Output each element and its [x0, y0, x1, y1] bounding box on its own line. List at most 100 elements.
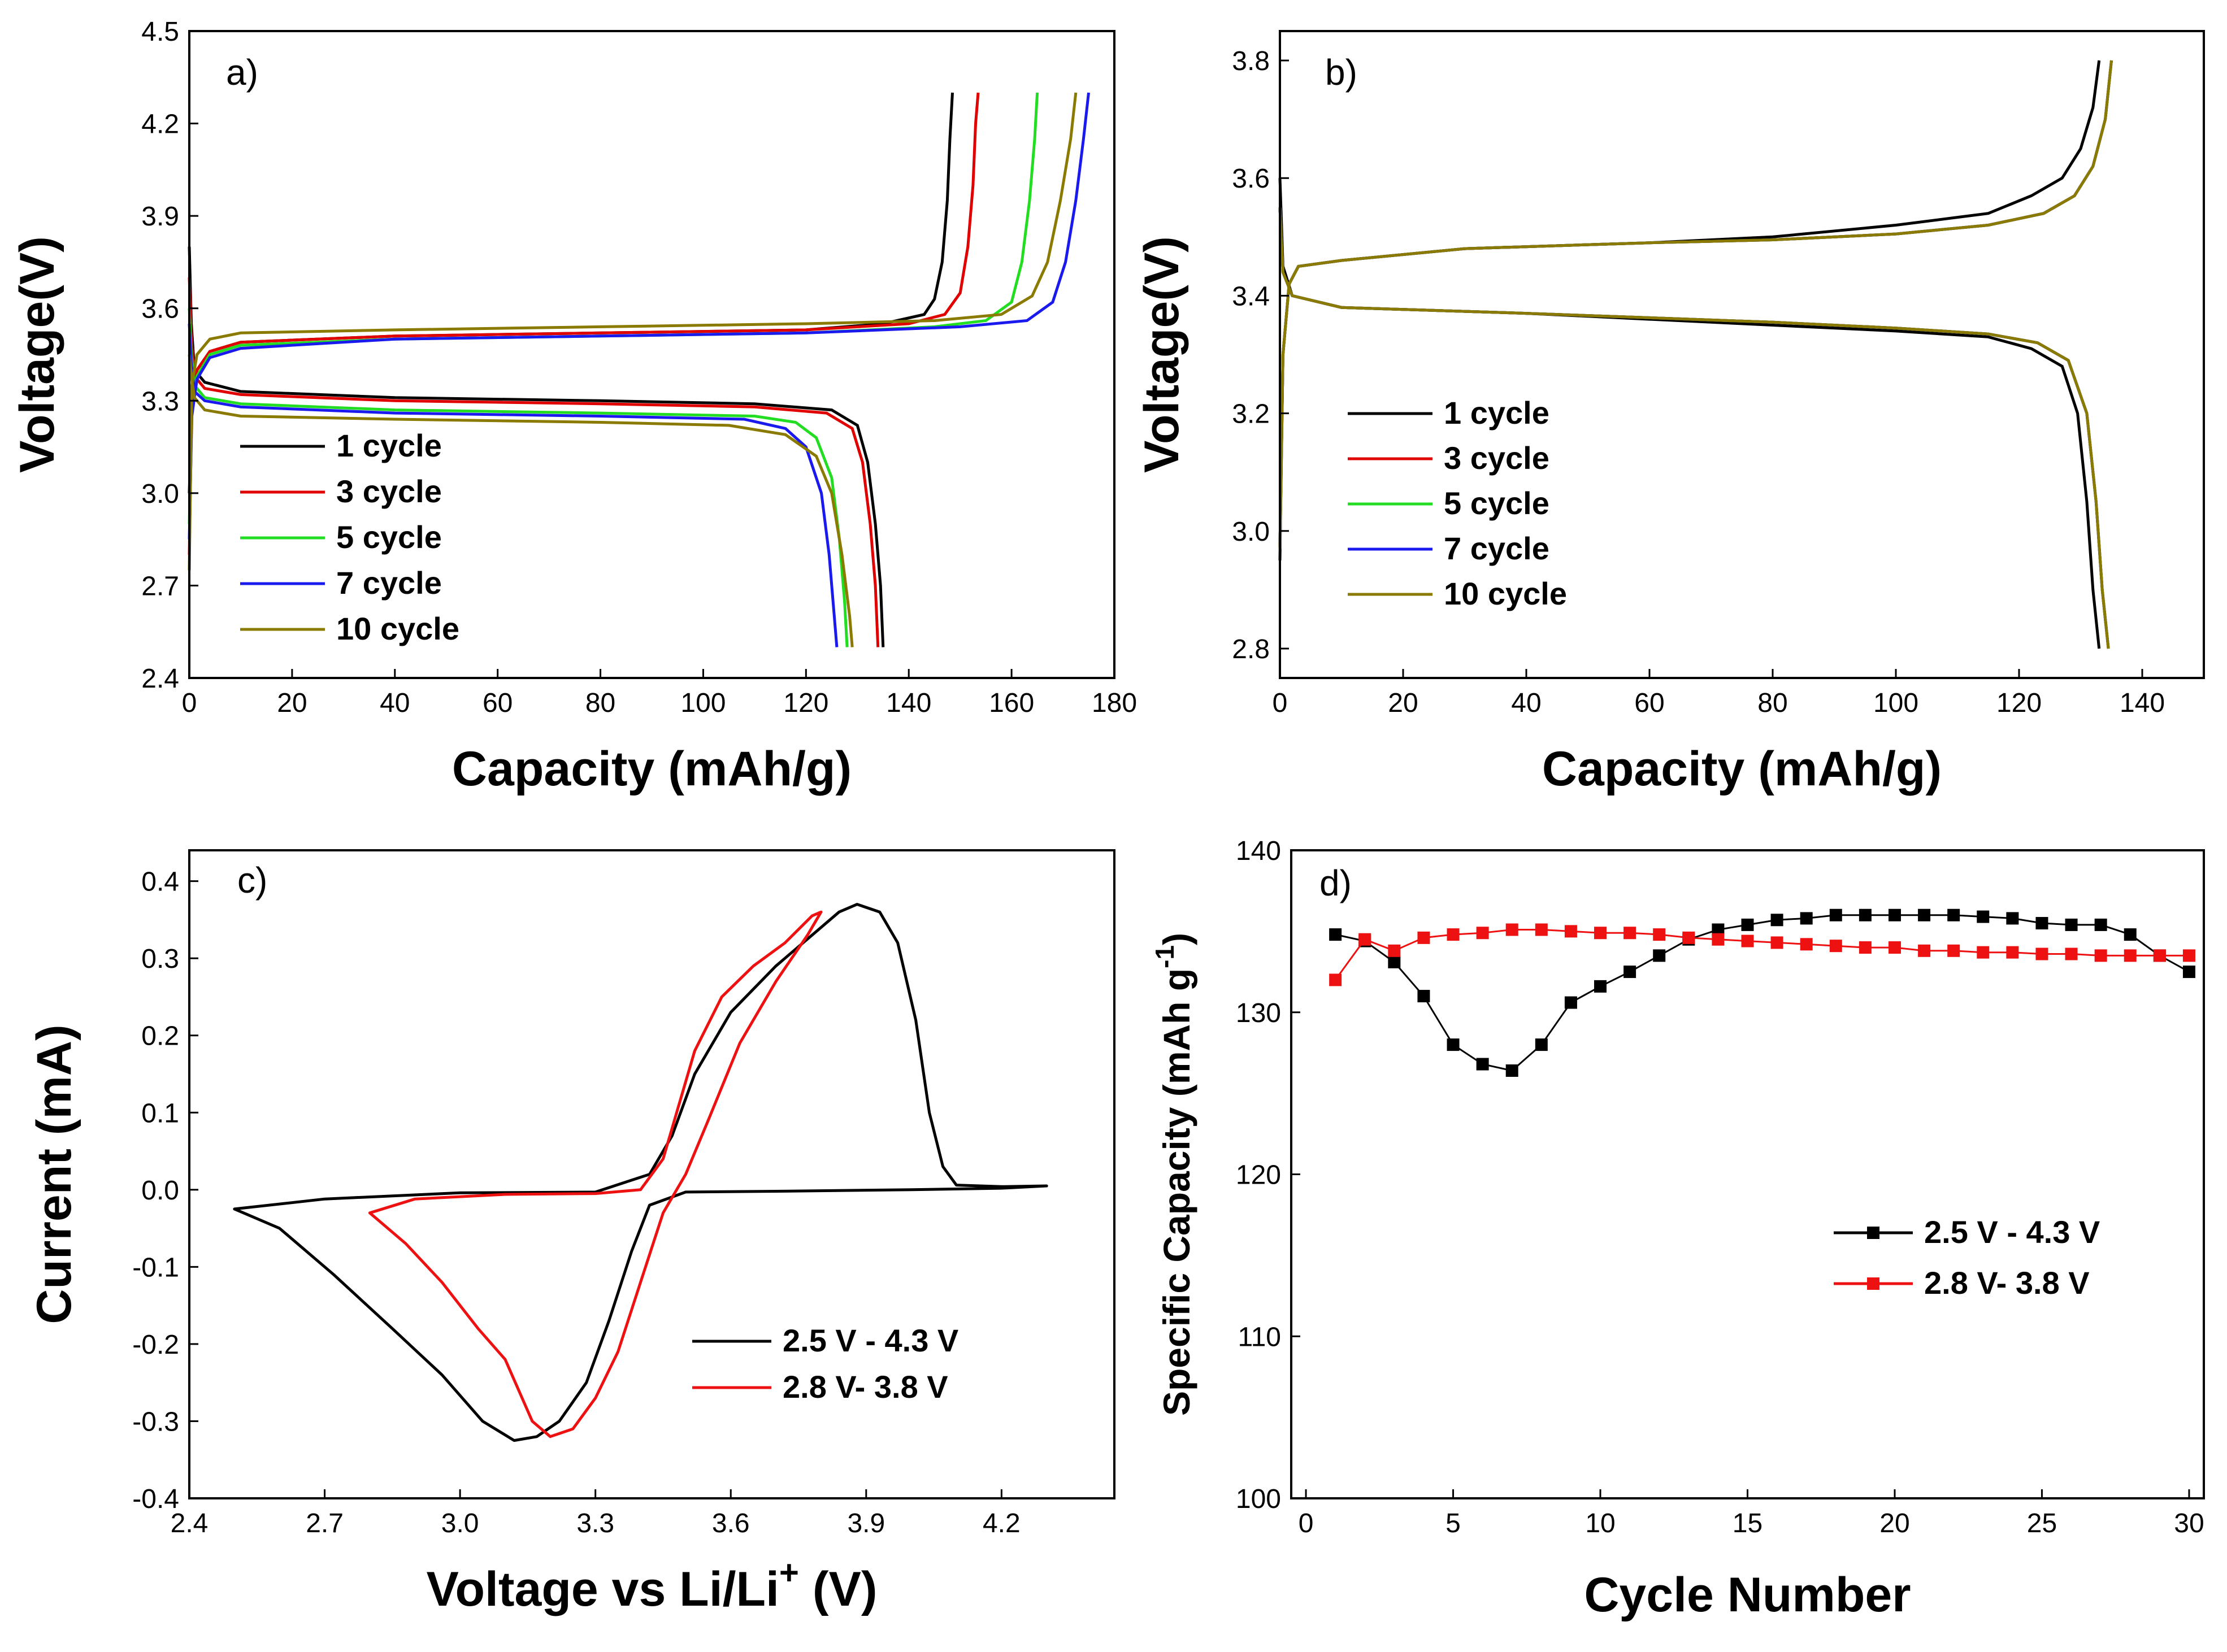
data-point	[1859, 941, 1872, 954]
data-point	[1594, 927, 1607, 940]
panel-tag: a)	[226, 52, 258, 93]
data-point	[2124, 949, 2137, 962]
legend-entry: 5 cycle	[240, 519, 442, 555]
legend-entry: 5 cycle	[1348, 485, 1549, 521]
x-tick-label: 20	[1879, 1508, 1909, 1538]
x-tick-label: 120	[1996, 688, 2042, 718]
y-tick-label: 4.2	[141, 110, 179, 140]
data-point	[1505, 1064, 1518, 1077]
data-point	[1859, 908, 1872, 921]
discharge-curve	[1278, 207, 2110, 649]
discharge-curve	[188, 354, 854, 647]
data-point	[1417, 990, 1430, 1003]
x-tick-label: 160	[989, 688, 1034, 718]
data-point	[1682, 931, 1695, 944]
x-tick-label: 5	[1445, 1508, 1461, 1538]
data-point	[2006, 912, 2019, 925]
legend-entry: 2.8 V- 3.8 V	[1834, 1265, 2090, 1301]
legend-label: 5 cycle	[336, 519, 442, 555]
series-line	[1335, 914, 2190, 1072]
y-tick-label: 0.3	[141, 944, 179, 974]
x-axis-label-sup: +	[779, 1554, 799, 1592]
x-tick-label: 3.6	[712, 1508, 750, 1538]
data-point	[1388, 944, 1401, 957]
x-tick-label: 0	[182, 688, 197, 718]
y-tick-label: -0.3	[132, 1407, 179, 1437]
y-tick-label: 3.2	[1232, 399, 1270, 429]
data-point	[1476, 1058, 1489, 1071]
y-tick-label: -0.2	[132, 1330, 179, 1360]
discharge-curve	[1278, 207, 2110, 649]
y-tick-label: 130	[1236, 998, 1281, 1028]
y-axis-label: Specific Capacity (mAh g-1)	[1150, 933, 1197, 1416]
x-tick-label: 80	[1757, 688, 1787, 718]
y-tick-label: 2.8	[1232, 634, 1270, 664]
x-tick-label: 25	[2027, 1508, 2057, 1538]
data-point	[2065, 947, 2078, 960]
data-point	[1770, 914, 1783, 927]
panel-d: 0 5 10 15 20 25 30 100 110 120 130 140 d) Cycle Numbe…	[1150, 836, 2205, 1622]
x-axis-label-main: Voltage vs Li/Li	[426, 1562, 779, 1616]
plot-frame	[1290, 849, 2205, 1499]
y-axis-label: Voltage(V)	[10, 236, 64, 473]
data-point	[1888, 908, 1901, 921]
legend-entry: 1 cycle	[1348, 395, 1549, 431]
legend-entry: 2.8 V- 3.8 V	[692, 1369, 948, 1405]
y-tick-label: 0.0	[141, 1176, 179, 1206]
x-tick-label: 3.3	[576, 1508, 614, 1538]
y-tick-label: 3.6	[1232, 164, 1270, 194]
legend-label: 2.8 V- 3.8 V	[783, 1369, 948, 1405]
discharge-curve	[188, 308, 849, 647]
plot-frame	[188, 30, 1115, 679]
legend-entry: 1 cycle	[240, 428, 442, 463]
charge-curve	[1278, 60, 2113, 549]
x-tick-label: 140	[2120, 688, 2165, 718]
plot-frame	[1279, 30, 2205, 679]
panel-a: 0 20 40 60 80 100 120 140 160 180 2.4 2.7 3.0 3.3 3.6 3…	[10, 17, 1137, 796]
x-axis-label: Voltage vs Li/Li+ (V)	[426, 1554, 877, 1616]
x-tick-label: 20	[1388, 688, 1418, 718]
legend-marker	[1867, 1277, 1879, 1290]
legend-label: 2.8 V- 3.8 V	[1924, 1265, 2090, 1301]
y-axis-label: Voltage(V)	[1135, 236, 1189, 473]
charge-curve	[188, 92, 1090, 540]
data-point	[1829, 908, 1842, 921]
x-tick-label: 60	[1634, 688, 1664, 718]
data-point	[2182, 966, 2195, 979]
x-tick-label: 30	[2174, 1508, 2204, 1538]
data-point	[1888, 941, 1901, 954]
y-tick-label: 140	[1236, 836, 1281, 866]
data-point	[1476, 927, 1489, 940]
legend-label: 3 cycle	[1444, 440, 1549, 476]
data-point	[1977, 910, 1990, 923]
x-tick-label: 3.9	[847, 1508, 885, 1538]
y-tick-label: 0.2	[141, 1021, 179, 1051]
data-point	[1712, 923, 1725, 936]
data-point	[1329, 973, 1342, 986]
discharge-curve	[1278, 207, 2110, 649]
legend-label: 5 cycle	[1444, 485, 1549, 521]
legend-marker	[1867, 1227, 1879, 1239]
y-axis-label: Current (mA)	[27, 1024, 81, 1324]
data-point	[1770, 936, 1783, 949]
discharge-curve	[1278, 207, 2110, 649]
data-point	[2006, 946, 2019, 959]
data-point	[1535, 1038, 1548, 1051]
y-tick-label: 3.6	[141, 294, 179, 324]
data-point	[1741, 934, 1754, 947]
data-point	[2094, 949, 2107, 962]
y-tick-label: 2.4	[141, 664, 179, 694]
charge-curve	[1278, 60, 2113, 549]
series-7-cycle	[1278, 60, 2113, 649]
legend-entry: 7 cycle	[1348, 531, 1549, 566]
x-axis-label: Capacity (mAh/g)	[1542, 742, 1942, 796]
y-tick-label: 3.8	[1232, 46, 1270, 76]
y-tick-label: -0.1	[132, 1253, 179, 1283]
y-tick-label: 4.5	[141, 17, 179, 47]
x-tick-label: 4.2	[983, 1508, 1021, 1538]
y-tick-label: 0.1	[141, 1098, 179, 1128]
x-tick-label: 40	[380, 688, 410, 718]
y-tick-label: 3.0	[141, 479, 179, 509]
data-point	[1505, 923, 1518, 936]
